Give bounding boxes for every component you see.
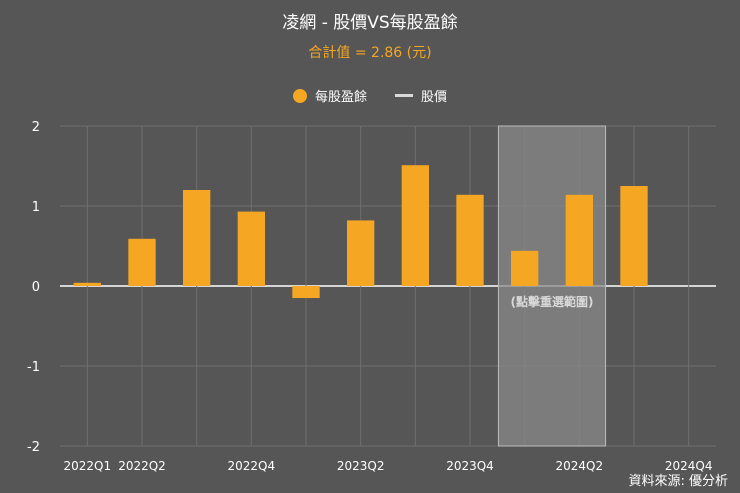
chart-title: 凌網 - 股價VS每股盈餘 (282, 13, 458, 33)
eps-bar[interactable] (292, 286, 320, 298)
eps-bar[interactable] (565, 194, 593, 286)
x-tick-label: 2022Q2 (118, 459, 166, 473)
eps-bar[interactable] (456, 194, 484, 286)
x-tick-label: 2024Q4 (665, 459, 713, 473)
eps-bar[interactable] (347, 220, 375, 286)
x-tick-label: 2024Q2 (556, 459, 604, 473)
eps-bar[interactable] (237, 211, 265, 286)
reselect-range-hint[interactable]: (點擊重選範圍) (511, 294, 594, 309)
legend-price-marker (395, 94, 413, 97)
data-source: 資料來源: 優分析 (628, 474, 728, 489)
x-tick-label: 2023Q2 (337, 459, 385, 473)
legend-price-label: 股價 (421, 90, 448, 105)
legend: 每股盈餘 股價 (0, 86, 740, 105)
legend-item-eps[interactable]: 每股盈餘 (292, 86, 367, 105)
y-tick-label: 0 (32, 280, 40, 295)
chart-subtitle: 合計值 = 2.86 (元) (308, 45, 432, 61)
eps-bar[interactable] (128, 238, 156, 286)
legend-eps-marker (292, 88, 307, 103)
eps-bar[interactable] (183, 190, 211, 286)
legend-eps-label: 每股盈餘 (314, 90, 367, 105)
y-tick-label: 1 (32, 200, 40, 215)
eps-bar[interactable] (511, 250, 539, 286)
y-tick-label: -1 (27, 360, 40, 375)
eps-bar[interactable] (620, 186, 648, 286)
y-tick-label: 2 (32, 120, 40, 135)
x-tick-label: 2023Q4 (446, 459, 494, 473)
x-tick-label: 2022Q1 (64, 459, 112, 473)
eps-bar[interactable] (73, 282, 101, 286)
x-tick-label: 2022Q4 (228, 459, 276, 473)
eps-bar[interactable] (401, 165, 429, 286)
y-tick-label: -2 (27, 440, 40, 455)
legend-item-price[interactable]: 股價 (395, 86, 447, 105)
